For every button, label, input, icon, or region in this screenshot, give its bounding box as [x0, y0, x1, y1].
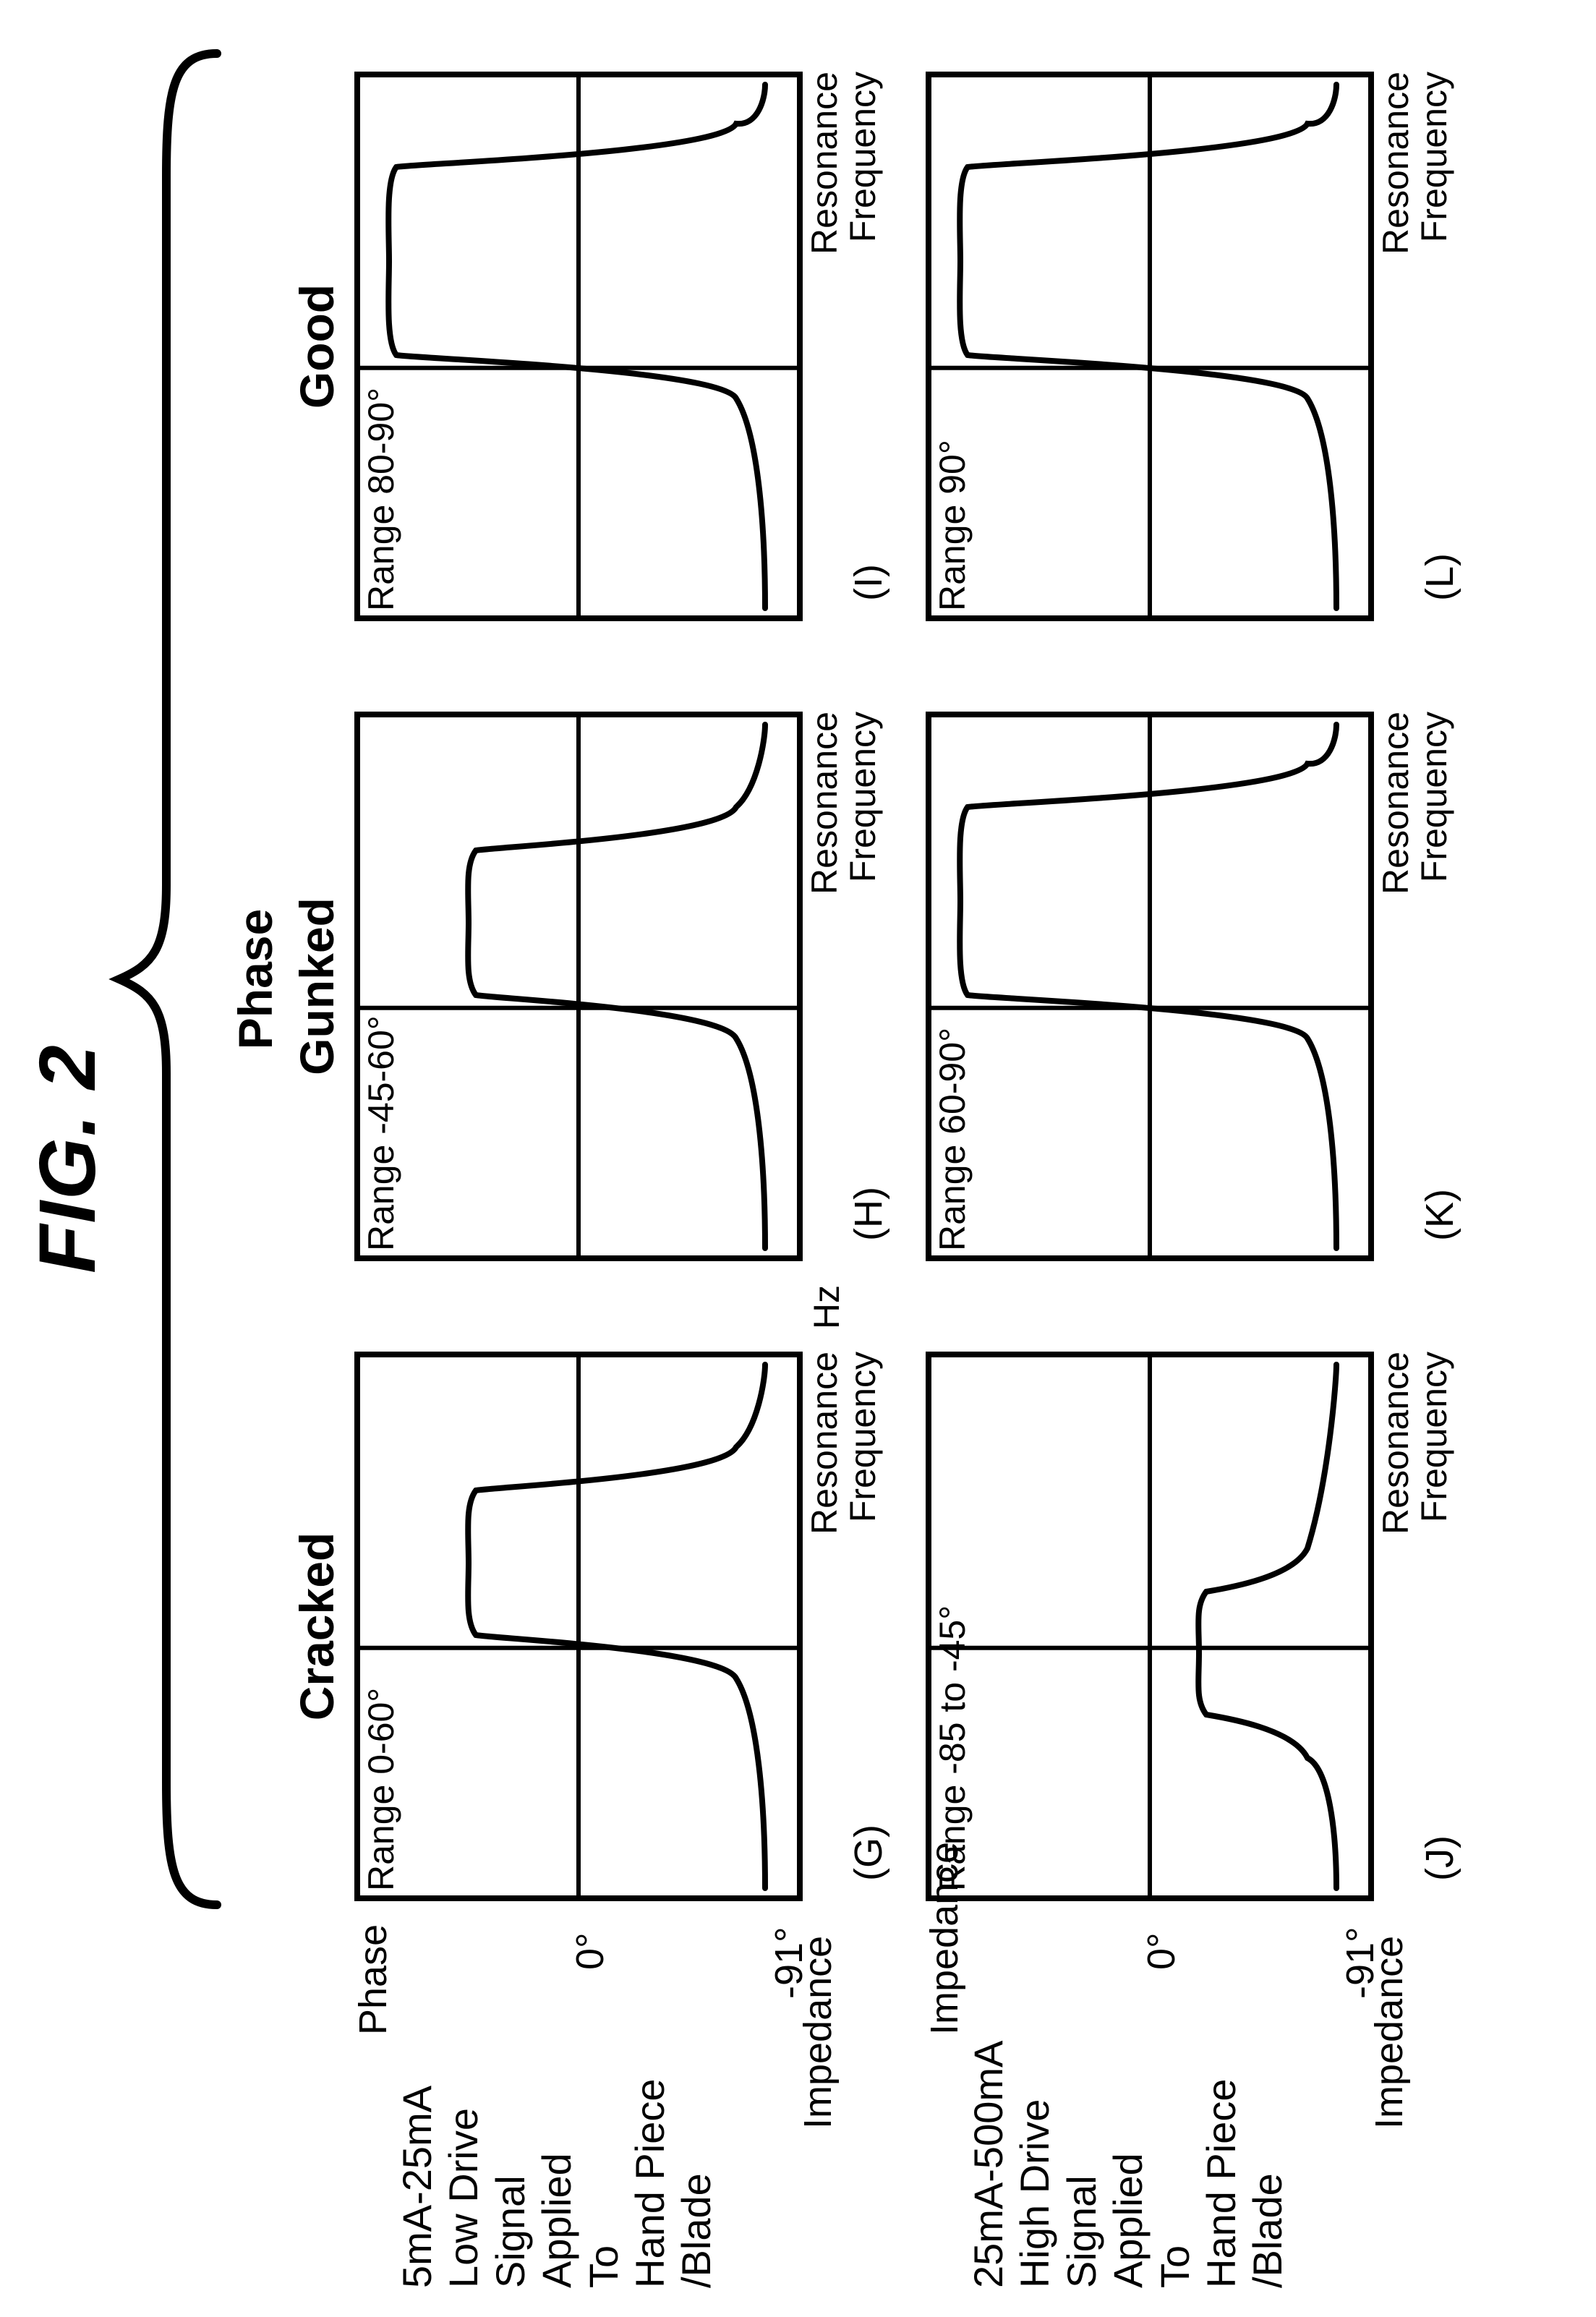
- panel-letter: (H): [846, 1187, 891, 1241]
- plot-box: Range 90°(L): [926, 72, 1374, 621]
- row-side-label-line: To: [581, 1934, 627, 2288]
- y-axis-title-bottom: Impedance: [795, 1936, 840, 2129]
- plot-cell: Range 0-60°(G)HzResonanceFrequency: [347, 1352, 882, 1901]
- column-header-gunked: Gunked: [289, 712, 344, 1261]
- row-side-label-line: 5mA-25mA: [394, 1934, 440, 2288]
- resonance-caption-line: Frequency: [844, 72, 882, 621]
- resonance-caption-line: Frequency: [1415, 72, 1454, 621]
- plot-cell: Range -45-60°(H)ResonanceFrequency: [347, 712, 882, 1261]
- resonance-caption-line: Frequency: [844, 1352, 882, 1901]
- plot-cell: Range 90°(L)ResonanceFrequency: [918, 72, 1453, 621]
- row-side-label-line: Hand Piece: [1198, 1934, 1245, 2288]
- plot-box: Range -45-60°(H): [354, 712, 803, 1261]
- resonance-caption: ResonanceFrequency: [1377, 712, 1453, 1261]
- column-header-cracked: Cracked: [289, 1352, 344, 1901]
- resonance-caption-line: Resonance: [806, 1352, 844, 1901]
- resonance-caption-line: Resonance: [1377, 72, 1415, 621]
- y-axis-title-bottom: Impedance: [1367, 1936, 1412, 2129]
- row-side-label-line: Applied: [1105, 1934, 1151, 2288]
- figure-canvas: FIG. 2 Phase Cracked Gunked Good 5mA-25m…: [0, 0, 1596, 2317]
- plot-box: Range 0-60°(G)Hz: [354, 1352, 803, 1901]
- row-side-label-line: Applied: [534, 1934, 580, 2288]
- plot-row: 5mA-25mALow DriveSignalAppliedToHand Pie…: [347, 0, 918, 2317]
- plot-grid: 5mA-25mALow DriveSignalAppliedToHand Pie…: [347, 0, 1490, 2317]
- panel-letter: (J): [1417, 1835, 1462, 1881]
- plot-svg: [931, 1357, 1368, 1895]
- row-side-label-line: Signal: [1059, 1934, 1105, 2288]
- resonance-caption-line: Resonance: [1377, 712, 1415, 1261]
- plot-svg: [931, 717, 1368, 1255]
- resonance-caption-line: Frequency: [1415, 712, 1454, 1261]
- panel-letter: (G): [846, 1825, 891, 1881]
- resonance-caption: ResonanceFrequency: [1377, 1352, 1453, 1901]
- panel-letter: (L): [1417, 553, 1462, 601]
- resonance-caption: ResonanceFrequency: [806, 72, 882, 621]
- resonance-caption-line: Resonance: [806, 712, 844, 1261]
- y-axis-zero: 0°: [1139, 1932, 1184, 1970]
- plot-cell: Range 80-90°(I)ResonanceFrequency: [347, 72, 882, 621]
- figure-title: FIG. 2: [22, 0, 114, 2317]
- row-side-label-line: /Blade: [673, 1934, 720, 2288]
- plot-box: Range 60-90°(K): [926, 712, 1374, 1261]
- brace: [108, 46, 224, 1912]
- row-side-label-line: To: [1152, 1934, 1198, 2288]
- resonance-caption: ResonanceFrequency: [1377, 72, 1453, 621]
- resonance-caption: ResonanceFrequency: [806, 712, 882, 1261]
- row-side-label-line: Low Drive: [440, 1934, 487, 2288]
- phase-curve: [1198, 1365, 1336, 1888]
- row-side-label-line: High Drive: [1012, 1934, 1058, 2288]
- plot-cell: Range 60-90°(K)ResonanceFrequency: [918, 712, 1453, 1261]
- plot-svg: [360, 77, 797, 615]
- hz-label: Hz: [806, 1285, 848, 1329]
- y-axis-title-top: Phase: [351, 1924, 396, 2035]
- y-axis-zero: 0°: [568, 1932, 613, 1970]
- row-side-label: 25mA-500mAHigh DriveSignalAppliedToHand …: [965, 1934, 1292, 2288]
- resonance-caption-line: Resonance: [1377, 1352, 1415, 1901]
- resonance-caption-line: Frequency: [1415, 1352, 1454, 1901]
- plot-row: 25mA-500mAHigh DriveSignalAppliedToHand …: [918, 0, 1490, 2317]
- plot-cell: Range -85 to -45°(J)ResonanceFrequency: [918, 1352, 1453, 1901]
- plot-svg: [360, 717, 797, 1255]
- plot-svg: [931, 77, 1368, 615]
- plot-box: Range -85 to -45°(J): [926, 1352, 1374, 1901]
- phase-curve: [468, 725, 765, 1248]
- phase-heading: Phase: [228, 46, 283, 1912]
- resonance-caption-line: Frequency: [844, 712, 882, 1261]
- column-header-good: Good: [289, 72, 344, 621]
- row-side-label-line: Signal: [487, 1934, 534, 2288]
- row-side-label: 5mA-25mALow DriveSignalAppliedToHand Pie…: [394, 1934, 720, 2288]
- plot-svg: [360, 1357, 797, 1895]
- row-side-label-line: 25mA-500mA: [965, 1934, 1012, 2288]
- phase-curve: [468, 1365, 765, 1888]
- panel-letter: (K): [1417, 1189, 1462, 1241]
- row-side-label-line: /Blade: [1245, 1934, 1291, 2288]
- resonance-caption-line: Resonance: [806, 72, 844, 621]
- row-side-label-line: Hand Piece: [627, 1934, 673, 2288]
- panel-letter: (I): [846, 564, 891, 601]
- plot-box: Range 80-90°(I): [354, 72, 803, 621]
- resonance-caption: ResonanceFrequency: [806, 1352, 882, 1901]
